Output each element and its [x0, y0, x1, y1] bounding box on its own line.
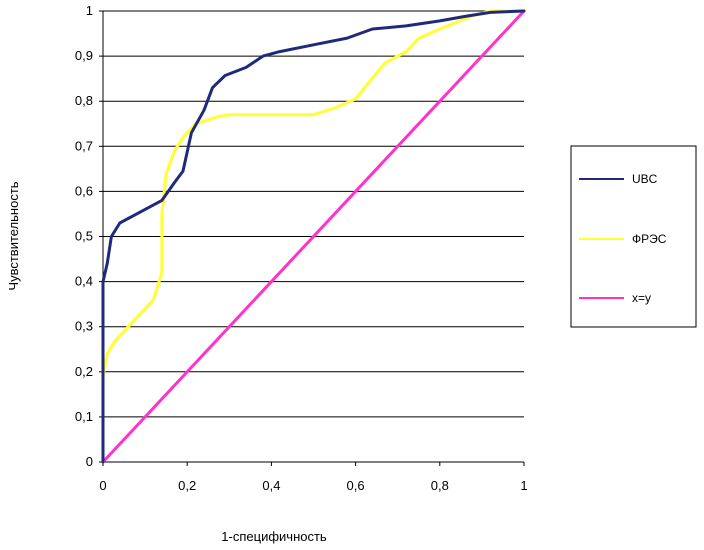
- x-axis-label: 1-специфичность: [221, 529, 327, 544]
- x-tick-label: 0,6: [347, 478, 365, 493]
- y-tick-label: 0,1: [75, 409, 93, 424]
- y-tick-label: 0,4: [75, 274, 93, 289]
- legend-label-xy: x=y: [632, 291, 651, 305]
- y-tick-label: 0,3: [75, 319, 93, 334]
- x-tick-label: 1: [520, 478, 527, 493]
- y-tick-label: 0,7: [75, 138, 93, 153]
- x-tick-label: 0,2: [178, 478, 196, 493]
- gridlines: [103, 10, 524, 418]
- x-axis-ticks: 0 0,2 0,4 0,6 0,8 1: [99, 462, 528, 493]
- legend-label-fres: ФРЭС: [632, 232, 667, 246]
- y-tick-label: 0,9: [75, 48, 93, 63]
- legend-label-ubc: UBC: [632, 172, 658, 186]
- y-tick-label: 0,6: [75, 183, 93, 198]
- y-tick-label: 0: [86, 454, 93, 469]
- x-tick-label: 0,8: [431, 478, 449, 493]
- y-axis-label: Чувствительность: [6, 181, 21, 290]
- series-line-ubc: [101, 9, 526, 464]
- y-tick-label: 0,8: [75, 93, 93, 108]
- y-tick-label: 0,5: [75, 229, 93, 244]
- series-lines: [101, 9, 526, 464]
- legend: UBC ФРЭС x=y: [570, 145, 697, 328]
- y-tick-label: 0,2: [75, 364, 93, 379]
- y-axis-ticks: 0 0,1 0,2 0,3 0,4 0,5 0,6 0,7 0,8 0,9 1: [75, 3, 103, 469]
- x-tick-label: 0: [99, 478, 106, 493]
- series-line-xy: [101, 9, 526, 464]
- x-tick-label: 0,4: [262, 478, 280, 493]
- y-tick-label: 1: [86, 3, 93, 18]
- legend-box: [570, 145, 697, 328]
